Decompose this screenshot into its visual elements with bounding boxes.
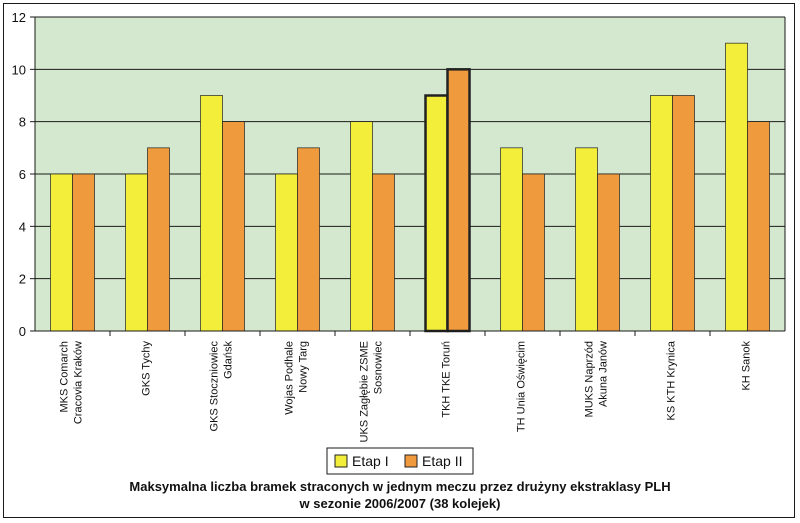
y-tick-label: 6 — [19, 167, 26, 182]
x-tick-label-line: Sosnowiec — [373, 341, 385, 395]
x-tick-label-line: GKS Tychy — [141, 341, 153, 396]
bar-etap-2 — [672, 95, 695, 332]
bar-etap-2 — [372, 173, 395, 332]
x-tick-label: GKS Stoczniowiec Gdańsk — [209, 341, 235, 432]
x-tick-label-line: UKS Zagłębie ZSME — [359, 341, 371, 442]
x-tick-label: KH Sanok — [741, 341, 753, 391]
y-tick-label: 12 — [12, 10, 26, 25]
x-tick-label-line: TKH TKE Toruń — [441, 341, 453, 418]
x-tick-label: MKS Comarch Cracovia Kraków — [59, 341, 85, 424]
x-tick-label: GKS Tychy — [141, 341, 153, 396]
bar-etap-1 — [200, 95, 223, 332]
bars — [50, 42, 770, 336]
x-tick-label-line: MUKS Naprzód — [584, 341, 596, 417]
bar-etap-2 — [297, 147, 320, 332]
x-tick-label-line: Wojas Podhale — [284, 341, 296, 415]
legend-label: Etap II — [422, 453, 462, 469]
x-tick-label: Wojas Podhale Nowy Targ — [284, 341, 310, 415]
y-tick-label: 8 — [19, 115, 26, 130]
legend-box — [326, 447, 474, 475]
bar-etap-1 — [500, 147, 523, 332]
x-tick-label-line: KH Sanok — [741, 341, 753, 391]
x-tick-labels: MKS Comarch Cracovia Kraków GKS Tychy GKS S… — [59, 340, 753, 442]
chart-subtitle: w sezonie 2006/2007 (38 kolejek) — [299, 496, 501, 511]
x-tick-label: MUKS Naprzód Akuna Janów — [584, 341, 610, 417]
x-tick-label: KS KTH Krynica — [666, 340, 678, 420]
x-tick-label-line: Akuna Janów — [598, 341, 610, 407]
bar-etap-2 — [222, 121, 245, 332]
x-tick-label-line: Cracovia Kraków — [73, 341, 85, 424]
legend-swatch — [404, 454, 418, 468]
x-tick-label-line: KS KTH Krynica — [666, 340, 678, 420]
legend-label: Etap I — [352, 453, 389, 469]
bar-etap-2 — [747, 121, 770, 332]
y-tick-label: 4 — [19, 219, 26, 234]
x-tick-label-line: GKS Stoczniowiec — [209, 341, 221, 432]
x-tick-label-line: Gdańsk — [223, 341, 235, 379]
bar-etap-1 — [350, 121, 373, 332]
bar-etap-1 — [424, 94, 449, 333]
bar-etap-2 — [597, 173, 620, 332]
x-tick-label-line: MKS Comarch — [59, 341, 71, 413]
bar-etap-1 — [725, 42, 748, 332]
bar-etap-1 — [125, 173, 148, 332]
y-tick-label: 0 — [19, 324, 26, 339]
x-tick-label-line: Nowy Targ — [298, 341, 310, 393]
y-tick-label: 2 — [19, 272, 26, 287]
x-tick-label: TKH TKE Toruń — [441, 341, 453, 418]
bar-etap-2 — [147, 147, 170, 332]
bar-etap-1 — [275, 173, 298, 332]
chart-title: Maksymalna liczba bramek straconych w je… — [129, 479, 670, 494]
legend: Etap I Etap II — [326, 447, 474, 475]
x-tick-label: TH Unia Oświęcim — [516, 341, 528, 432]
axes — [34, 17, 786, 332]
y-tick-label: 10 — [12, 62, 26, 77]
legend-swatch — [334, 454, 348, 468]
bar-etap-1 — [650, 95, 673, 332]
bar-etap-2 — [446, 68, 471, 333]
y-tick-labels: 0 2 4 6 8 10 12 — [12, 10, 26, 339]
bar-etap-1 — [575, 147, 598, 332]
bar-etap-2 — [522, 173, 545, 332]
bar-etap-2 — [72, 173, 95, 332]
x-tick-label: UKS Zagłębie ZSME Sosnowiec — [359, 341, 385, 443]
bar-etap-1 — [50, 173, 73, 332]
x-tick-label-line: TH Unia Oświęcim — [516, 341, 528, 432]
